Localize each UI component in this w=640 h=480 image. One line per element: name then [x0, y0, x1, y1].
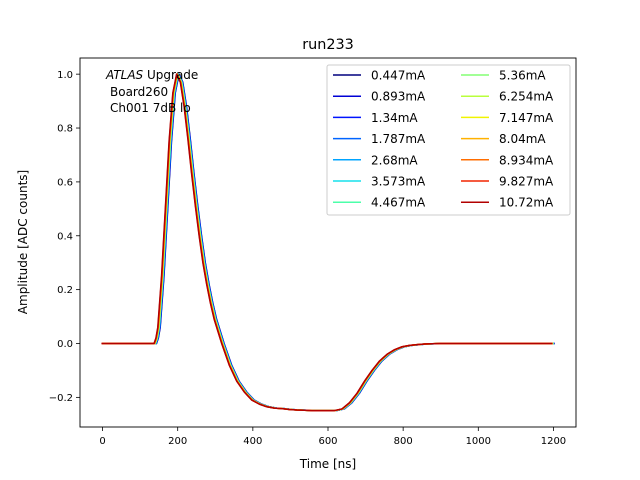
legend-label-0: 0.447mA: [371, 69, 426, 83]
y-tick-label-5: 0.8: [57, 124, 73, 135]
y-tick-label-1: 0.0: [57, 339, 73, 350]
x-tick-label-5: 1000: [466, 436, 491, 447]
annotation-atlas: ATLAS: [105, 68, 144, 82]
x-axis: 0 200 400 600 800 1000 1200: [99, 427, 566, 447]
y-axis-label: Amplitude [ADC counts]: [16, 170, 30, 314]
legend-label-13: 10.72mA: [499, 196, 554, 210]
y-tick-label-2: 0.2: [57, 285, 73, 296]
legend-entries: 0.447mA 0.893mA 1.34mA 1.787mA 2.68mA 3.573mA…: [333, 69, 554, 210]
x-axis-label: Time [ns]: [299, 457, 356, 471]
legend-box: [326, 64, 571, 216]
chart-title: run233: [302, 37, 354, 53]
x-tick-label-0: 0: [99, 436, 105, 447]
legend-label-10: 8.04mA: [499, 132, 546, 146]
y-tick-label-4: 0.6: [57, 177, 73, 188]
legend-label-9: 7.147mA: [499, 111, 554, 125]
atlas-annotation: ATLAS Upgrade Board260 Ch001 7dB lo: [105, 68, 198, 115]
legend-label-4: 2.68mA: [371, 153, 418, 167]
y-tick-label-0: −0.2: [49, 393, 73, 404]
annotation-line-3: Ch001 7dB lo: [110, 101, 191, 115]
legend-label-2: 1.34mA: [371, 111, 418, 125]
x-tick-label-1: 200: [168, 436, 187, 447]
legend-label-11: 8.934mA: [499, 153, 554, 167]
annotation-upgrade: Upgrade: [143, 68, 198, 82]
x-tick-label-2: 400: [243, 436, 262, 447]
x-tick-label-3: 600: [318, 436, 337, 447]
legend-label-7: 5.36mA: [499, 69, 546, 83]
annotation-line-2: Board260: [110, 85, 168, 99]
legend-label-1: 0.893mA: [371, 90, 426, 104]
legend-label-6: 4.467mA: [371, 196, 426, 210]
x-tick-label-4: 800: [394, 436, 413, 447]
legend-label-8: 6.254mA: [499, 90, 554, 104]
y-tick-label-6: 1.0: [57, 70, 73, 81]
legend-label-12: 9.827mA: [499, 175, 554, 189]
annotation-line-1: ATLAS Upgrade: [105, 68, 198, 82]
x-tick-label-6: 1200: [541, 436, 566, 447]
series-layer: [101, 73, 555, 412]
legend-label-3: 1.787mA: [371, 132, 426, 146]
y-tick-label-3: 0.4: [57, 231, 73, 242]
legend: 0.447mA 0.893mA 1.34mA 1.787mA 2.68mA 3.573mA…: [326, 64, 571, 216]
series-line-13: [101, 73, 553, 412]
legend-label-5: 3.573mA: [371, 175, 426, 189]
y-axis: −0.2 0.0 0.2 0.4 0.6 0.8 1.0: [49, 70, 80, 404]
